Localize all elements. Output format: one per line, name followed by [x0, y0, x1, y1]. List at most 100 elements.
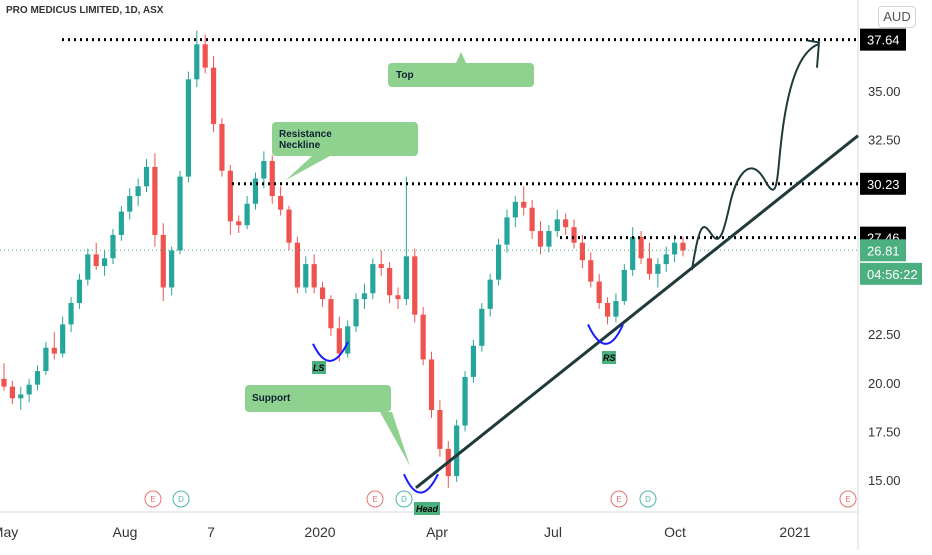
candle-body: [152, 166, 158, 235]
projection-arrowhead: [806, 39, 821, 68]
support-callout-pointer: [380, 412, 410, 466]
y-tick-label: 17.50: [868, 424, 901, 439]
candle-body: [227, 170, 233, 222]
head-label: Head: [416, 504, 439, 514]
x-tick-label: May: [0, 524, 18, 540]
candle-body: [336, 328, 342, 354]
top-callout-box: [388, 63, 534, 87]
candle-body: [454, 425, 460, 477]
event-marker-label: E: [616, 495, 621, 504]
event-marker-label: D: [178, 495, 184, 504]
candle-body: [261, 161, 267, 179]
candle-body: [43, 347, 49, 372]
candle-body: [110, 234, 116, 259]
candle-body: [495, 244, 502, 280]
candle-body: [68, 303, 74, 325]
candle-body: [93, 254, 99, 267]
price-marker-bg: [860, 239, 906, 262]
candle-body: [437, 409, 443, 449]
candle-body: [613, 301, 619, 317]
candle-body: [101, 258, 108, 267]
earnings-marker: [366, 490, 384, 508]
candle-body: [303, 264, 309, 288]
support-callout-box: [245, 385, 391, 412]
candle-body: [621, 269, 627, 302]
trendline: [415, 134, 859, 489]
resistance-callout-label: Resistance: [279, 129, 332, 140]
candle-body: [319, 287, 326, 300]
candle-body: [26, 384, 32, 395]
candle-body: [630, 236, 636, 270]
candle-body: [252, 178, 259, 204]
top-callout-label: Top: [396, 70, 414, 81]
candle-body: [353, 299, 359, 327]
candle-body: [579, 242, 586, 261]
price-marker-bg: [860, 28, 906, 51]
candle-body: [378, 264, 384, 268]
x-tick-label: 2021: [779, 524, 810, 540]
candle-body: [127, 196, 133, 212]
x-tick-label: 2020: [304, 524, 335, 540]
head-label-bg: [414, 502, 440, 515]
currency-button[interactable]: AUD: [878, 6, 916, 28]
neckline-callout-label: Neckline: [279, 140, 321, 151]
candle-body: [294, 242, 300, 288]
candle-body: [51, 347, 57, 354]
candle-body: [672, 242, 678, 255]
rs-label-bg: [602, 351, 616, 364]
candle-body: [60, 324, 66, 354]
candle-body: [504, 217, 510, 245]
event-marker-label: E: [372, 495, 377, 504]
candle-body: [143, 166, 150, 187]
candle-body: [571, 227, 577, 243]
candle-body: [85, 254, 91, 280]
candle-body: [537, 231, 544, 247]
ls-label-bg: [312, 361, 326, 374]
resistance-callout-pointer: [286, 156, 330, 180]
candle-body: [655, 264, 661, 274]
x-tick-label: Oct: [664, 524, 686, 540]
candle-body: [286, 209, 292, 243]
candle-body: [428, 359, 435, 410]
candle-body: [403, 256, 409, 300]
candle-body: [420, 314, 426, 360]
head-arc: [403, 473, 439, 494]
unused: [388, 270, 536, 313]
price-marker-label: 26.81: [867, 243, 900, 258]
candle-body: [680, 242, 686, 251]
price-marker-label: 04:56:22: [867, 267, 918, 282]
projection-path: [691, 43, 819, 271]
candle-body: [118, 211, 124, 235]
x-tick-label: Jul: [544, 524, 562, 540]
support-callout-label: Support: [252, 393, 291, 404]
candle-body: [462, 376, 468, 426]
candle-body: [269, 161, 275, 197]
candle-body: [370, 264, 376, 294]
rs-label: RS: [603, 353, 616, 363]
y-tick-label: 15.00: [868, 473, 901, 488]
event-marker-label: D: [401, 495, 407, 504]
price-marker-label: 30.23: [867, 177, 900, 192]
candle-body: [169, 250, 175, 288]
earnings-marker: [839, 490, 857, 508]
candle-body: [638, 236, 644, 259]
price-marker-bg: [860, 262, 922, 285]
candle-body: [361, 293, 368, 300]
top-callout-pointer: [456, 52, 466, 63]
symbol-title: PRO MEDICUS LIMITED, 1D, ASX: [6, 5, 164, 16]
candle-body: [563, 219, 569, 228]
earnings-marker: [610, 490, 628, 508]
candle-body: [479, 308, 485, 346]
y-tick-label: 20.00: [868, 376, 901, 391]
x-tick-label: Aug: [113, 524, 138, 540]
candle-body: [646, 258, 653, 274]
candle-body: [160, 234, 166, 288]
event-marker-label: E: [845, 495, 850, 504]
candle-body: [76, 279, 83, 304]
candle-body: [210, 67, 217, 125]
candle-body: [311, 264, 317, 288]
candle-body: [345, 326, 351, 354]
candle-body: [219, 124, 225, 171]
